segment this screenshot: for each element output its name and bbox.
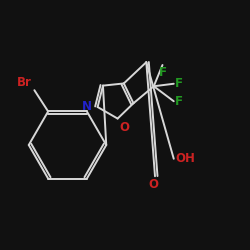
Text: O: O [149, 178, 159, 190]
Text: F: F [175, 77, 183, 90]
Text: N: N [82, 100, 92, 113]
Text: OH: OH [175, 152, 195, 165]
Text: F: F [175, 95, 183, 108]
Text: Br: Br [17, 76, 32, 89]
Text: O: O [120, 120, 130, 134]
Text: F: F [158, 66, 166, 79]
